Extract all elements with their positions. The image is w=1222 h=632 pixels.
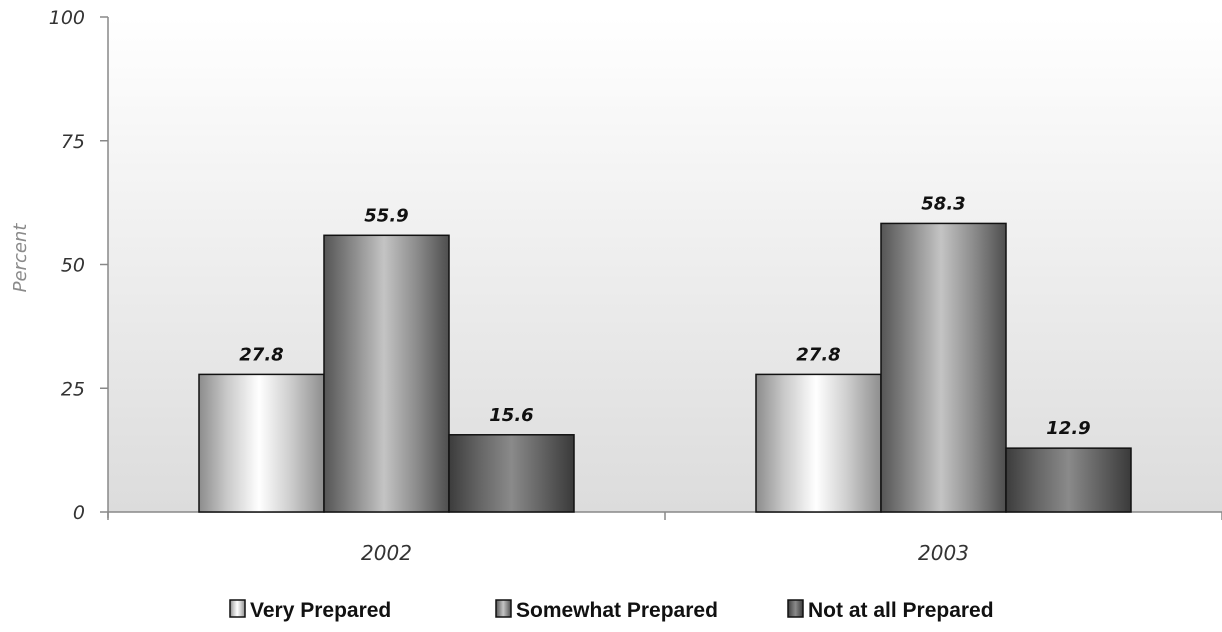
data-label: 15.6 [489, 405, 533, 426]
legend-swatch [229, 599, 246, 618]
x-category-label: 2003 [918, 541, 969, 565]
data-labels: 27.8 55.9 15.6 27.8 58.3 12.9 [239, 193, 1090, 439]
data-label: 27.8 [796, 344, 840, 365]
bar [448, 434, 575, 513]
y-tick-label: 75 [61, 131, 85, 153]
y-tick-label: 25 [61, 378, 85, 400]
legend-label: Somewhat Prepared [516, 599, 718, 622]
y-axis-title: Percent [10, 223, 31, 293]
data-label: 27.8 [239, 344, 283, 365]
legend-swatch [495, 599, 512, 618]
data-label: 12.9 [1046, 418, 1090, 439]
bar [755, 373, 882, 513]
bar [1005, 447, 1132, 513]
legend-label: Very Prepared [250, 599, 391, 622]
bar [198, 373, 325, 513]
x-axis: 2002 2003 [107, 511, 1222, 565]
bar [323, 234, 450, 513]
y-tick-label: 0 [73, 502, 85, 524]
data-label: 55.9 [364, 205, 408, 226]
x-category-label: 2002 [361, 541, 412, 565]
legend-swatch [787, 599, 804, 618]
bar [880, 222, 1007, 513]
data-label: 58.3 [921, 193, 965, 214]
bars [198, 222, 1132, 513]
y-axis: 0 25 50 75 100 [49, 7, 109, 524]
y-tick-label: 100 [49, 7, 85, 29]
legend-label: Not at all Prepared [808, 599, 994, 622]
y-tick-label: 50 [61, 255, 85, 277]
legend: Very Prepared Somewhat Prepared Not at all… [229, 599, 994, 622]
